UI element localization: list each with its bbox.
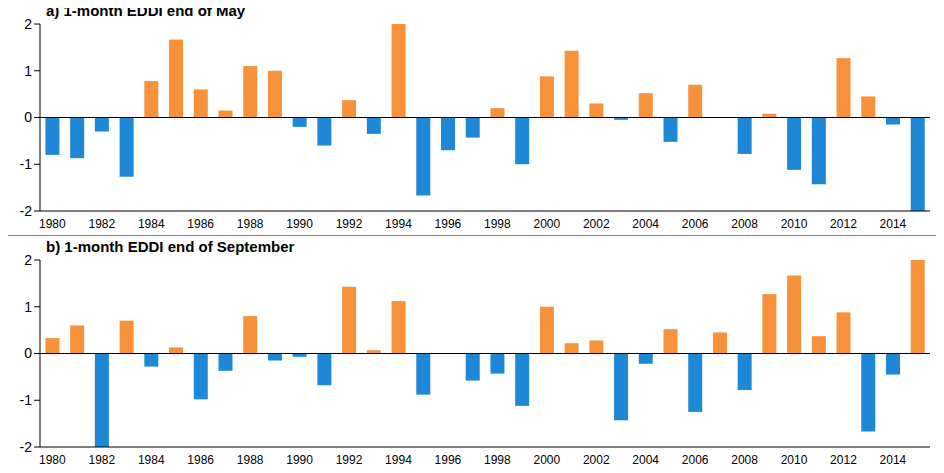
svg-text:1: 1 (24, 63, 32, 79)
svg-text:1980: 1980 (39, 453, 66, 465)
svg-text:1994: 1994 (385, 217, 412, 231)
svg-text:2010: 2010 (781, 217, 808, 231)
html-text:a) 1-month EDDI end of May: a) 1-month EDDI end of May (46, 2, 246, 19)
svg-text:1998: 1998 (484, 217, 511, 231)
svg-text:1992: 1992 (336, 217, 363, 231)
svg-text:1: 1 (24, 299, 32, 315)
svg-text:-2: -2 (20, 439, 33, 455)
svg-text:0: 0 (24, 109, 32, 125)
svg-text:1992: 1992 (336, 453, 363, 465)
svg-text:2002: 2002 (583, 453, 610, 465)
svg-text:2006: 2006 (682, 217, 709, 231)
svg-text:1996: 1996 (435, 453, 462, 465)
svg-text:2014: 2014 (880, 217, 907, 231)
svg-text:1994: 1994 (385, 453, 412, 465)
svg-text:2014: 2014 (880, 453, 907, 465)
svg-text:1990: 1990 (286, 217, 313, 231)
html-text:b) 1-month EDDI end of Septemb: b) 1-month EDDI end of September (46, 238, 295, 255)
svg-text:1988: 1988 (237, 217, 264, 231)
svg-text:2002: 2002 (583, 217, 610, 231)
svg-text:-2: -2 (20, 203, 33, 219)
svg-text:1980: 1980 (39, 217, 66, 231)
svg-text:2008: 2008 (731, 453, 758, 465)
svg-text:2012: 2012 (830, 453, 857, 465)
svg-text:2000: 2000 (533, 453, 560, 465)
svg-text:2008: 2008 (731, 217, 758, 231)
svg-text:1998: 1998 (484, 453, 511, 465)
svg-text:1982: 1982 (88, 453, 115, 465)
svg-text:2000: 2000 (533, 217, 560, 231)
svg-text:1990: 1990 (286, 453, 313, 465)
svg-text:2: 2 (24, 252, 32, 268)
svg-text:0: 0 (24, 345, 32, 361)
svg-text:1996: 1996 (435, 217, 462, 231)
svg-text:1982: 1982 (88, 217, 115, 231)
svg-text:2004: 2004 (632, 217, 659, 231)
svg-text:1986: 1986 (187, 217, 214, 231)
svg-text:1984: 1984 (138, 217, 165, 231)
svg-text:2010: 2010 (781, 453, 808, 465)
svg-text:2: 2 (24, 16, 32, 32)
svg-text:1986: 1986 (187, 453, 214, 465)
svg-text:-1: -1 (20, 392, 33, 408)
svg-text:2012: 2012 (830, 217, 857, 231)
svg-text:1984: 1984 (138, 453, 165, 465)
svg-text:-1: -1 (20, 156, 33, 172)
svg-text:2004: 2004 (632, 453, 659, 465)
svg-text:2006: 2006 (682, 453, 709, 465)
svg-text:1988: 1988 (237, 453, 264, 465)
